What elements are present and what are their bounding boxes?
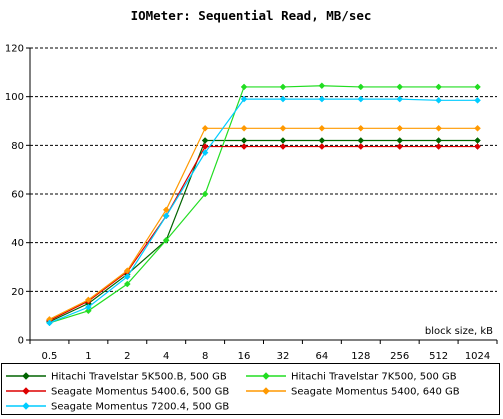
data-point (357, 95, 365, 103)
series-line (49, 98, 478, 324)
data-point (474, 83, 481, 91)
data-point (240, 83, 248, 91)
series-layer (46, 82, 481, 327)
data-point (435, 96, 442, 104)
legend-swatch-marker (22, 387, 30, 395)
data-point (201, 124, 209, 132)
y-tick-label: 40 (11, 238, 24, 249)
legend-item: Seagate Momentus 7200.4, 500 GB (6, 402, 229, 413)
legend-label: Seagate Momentus 5400, 640 GB (291, 387, 460, 398)
data-point (474, 124, 481, 132)
data-point (162, 236, 170, 244)
data-point (123, 273, 131, 281)
legend-box (1, 363, 500, 415)
data-point (396, 83, 404, 91)
plot-area: 0 20 40 60 80 100 120 0.5 1 2 4 8 16 32 64 128 256 512 10… (5, 44, 498, 362)
data-point (279, 143, 287, 150)
series-line (49, 85, 478, 324)
data-point (396, 124, 404, 132)
data-point (318, 143, 326, 150)
x-tick-label: 256 (390, 351, 409, 362)
legend-item: Hitachi Travelstar 7K500, 500 GB (246, 372, 457, 383)
data-point (435, 83, 442, 91)
data-point (357, 83, 365, 91)
y-tick-label: 0 (18, 336, 24, 347)
y-axis-ticks: 0 20 40 60 80 100 120 (5, 44, 30, 347)
chart-title: IOMeter: Sequential Read, MB/sec (131, 8, 372, 23)
x-tick-label: 512 (429, 351, 448, 362)
data-point (240, 95, 248, 103)
x-tick-label: 1 (85, 351, 91, 362)
data-point (240, 124, 248, 132)
data-point (435, 124, 442, 132)
legend-item: Seagate Momentus 5400.6, 500 GB (6, 387, 229, 398)
data-point (85, 307, 92, 315)
series-5 (46, 95, 481, 327)
data-point (240, 143, 248, 150)
data-point (279, 95, 287, 103)
data-point (396, 95, 404, 103)
x-axis-label: block size, kB (425, 326, 493, 337)
legend-swatch-marker (22, 402, 30, 410)
x-tick-label: 0.5 (42, 351, 58, 362)
legend-label: Hitachi Travelstar 5K500.B, 500 GB (51, 372, 227, 383)
y-tick-label: 20 (11, 287, 24, 298)
legend-swatch-marker (262, 387, 270, 395)
data-point (85, 296, 92, 304)
x-axis-ticks: 0.5 1 2 4 8 16 32 64 128 256 512 1024 (29, 340, 498, 362)
data-point (318, 95, 326, 103)
legend: Hitachi Travelstar 5K500.B, 500 GB Hitach… (1, 363, 500, 415)
data-point (201, 149, 209, 156)
data-point (474, 143, 481, 150)
legend-item: Seagate Momentus 5400, 640 GB (246, 387, 460, 398)
series-4 (46, 124, 481, 323)
data-point (162, 212, 170, 220)
data-point (85, 303, 92, 311)
x-tick-label: 8 (202, 351, 208, 362)
data-point (396, 143, 404, 150)
y-tick-label: 60 (11, 190, 24, 201)
data-point (123, 280, 131, 288)
x-tick-label: 128 (351, 351, 370, 362)
data-point (435, 143, 442, 150)
y-tick-label: 100 (5, 92, 24, 103)
series-line (49, 139, 478, 323)
data-point (318, 82, 326, 90)
data-point (279, 124, 287, 132)
legend-label: Hitachi Travelstar 7K500, 500 GB (291, 372, 457, 383)
data-point (357, 143, 365, 150)
x-tick-label: 64 (316, 351, 329, 362)
data-point (279, 83, 287, 91)
series-2 (46, 82, 481, 327)
legend-swatch-marker (22, 372, 30, 380)
series-line (49, 127, 478, 320)
series-line (49, 145, 478, 322)
y-tick-label: 120 (5, 44, 24, 55)
x-tick-label: 2 (124, 351, 130, 362)
data-point (318, 124, 326, 132)
x-tick-label: 32 (277, 351, 290, 362)
legend-item: Hitachi Travelstar 5K500.B, 500 GB (6, 372, 227, 383)
legend-swatch-marker (262, 372, 270, 380)
data-point (46, 319, 53, 327)
y-tick-label: 80 (11, 141, 24, 152)
x-tick-label: 16 (238, 351, 251, 362)
data-point (201, 190, 209, 198)
x-tick-label: 1024 (465, 351, 490, 362)
x-tick-label: 4 (163, 351, 169, 362)
data-point (357, 124, 365, 132)
legend-label: Seagate Momentus 7200.4, 500 GB (51, 402, 229, 413)
legend-label: Seagate Momentus 5400.6, 500 GB (51, 387, 229, 398)
data-point (474, 96, 481, 104)
